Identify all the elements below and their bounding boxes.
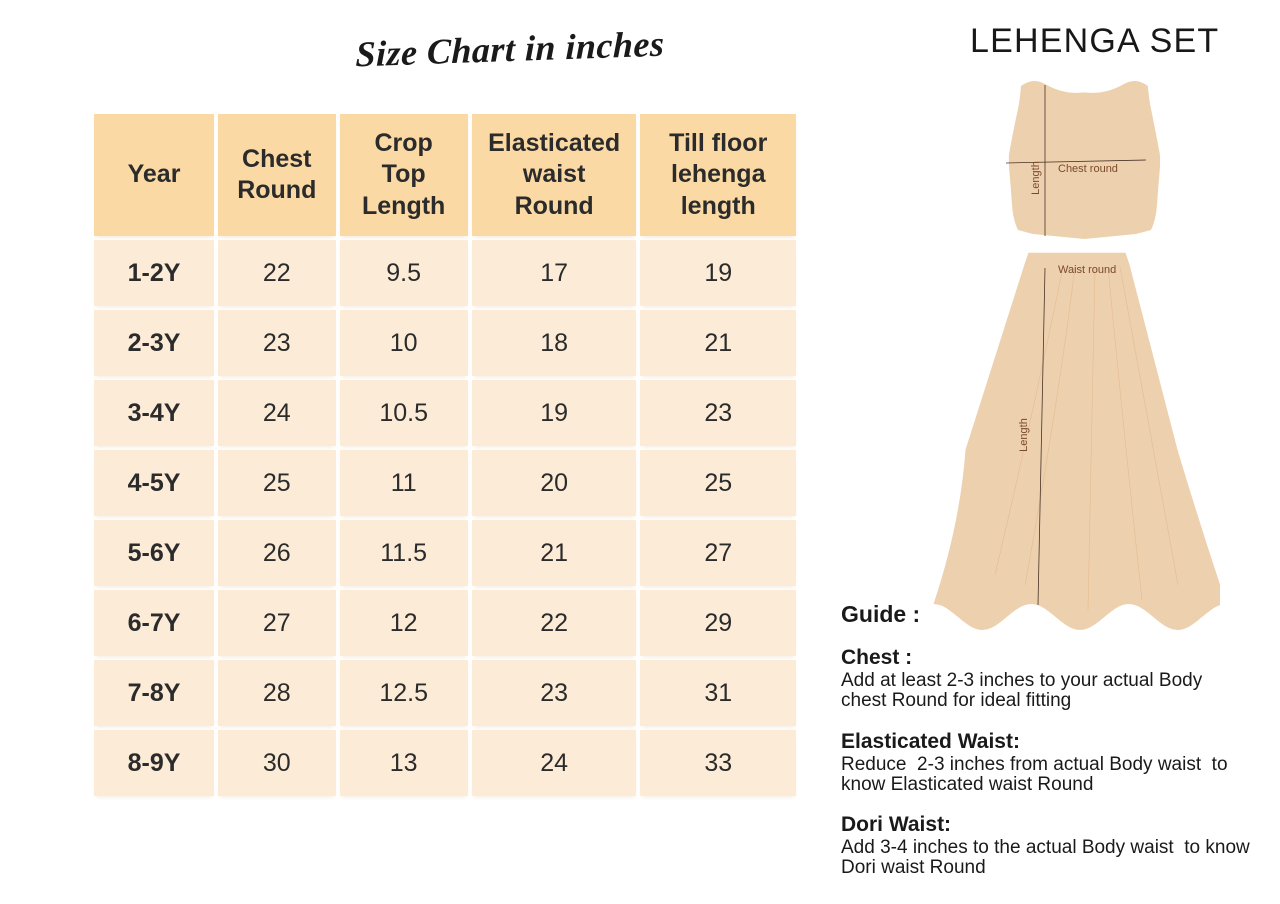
svg-text:Length: Length (1018, 418, 1030, 452)
svg-text:Chest round: Chest round (1058, 163, 1118, 175)
svg-text:Waist round: Waist round (1058, 264, 1116, 276)
svg-text:Length: Length (1030, 161, 1042, 195)
